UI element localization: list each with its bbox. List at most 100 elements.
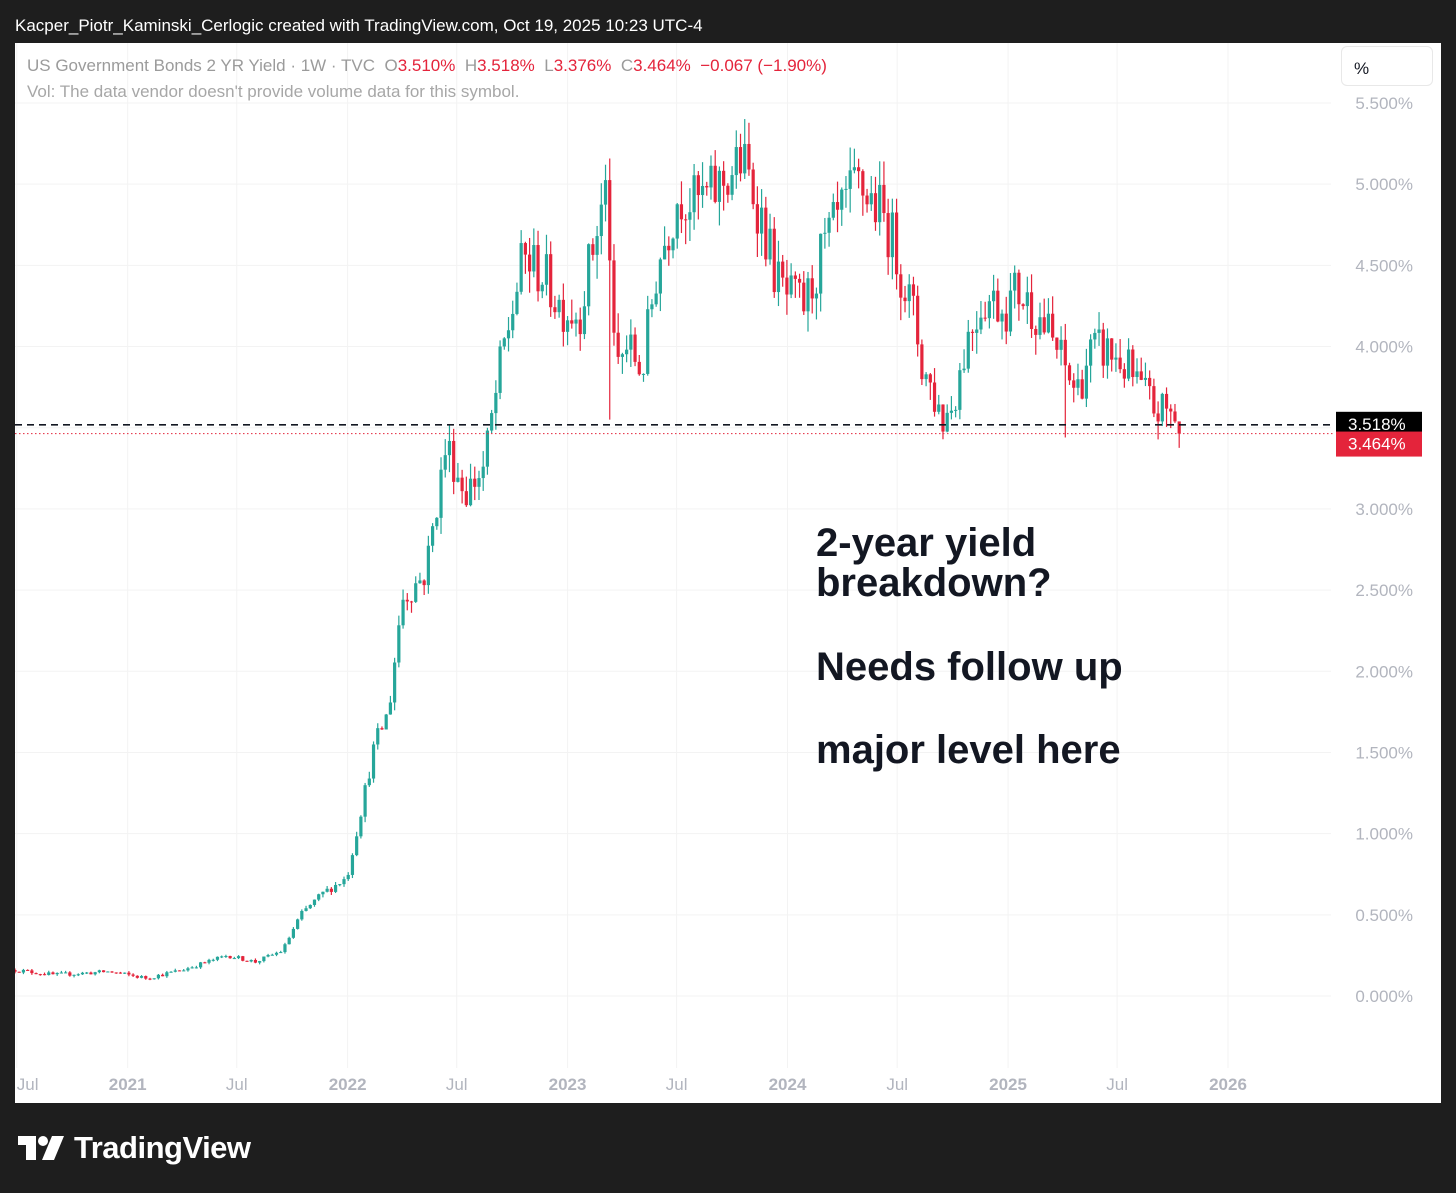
candle <box>270 953 274 956</box>
candle-body <box>574 319 578 324</box>
candle <box>599 183 603 255</box>
tradingview-brand[interactable]: TradingView <box>18 1130 251 1166</box>
candle-body <box>840 189 844 210</box>
y-tick-label: 1.000% <box>1355 825 1413 844</box>
candle-body <box>106 971 110 973</box>
candle <box>802 271 806 315</box>
candle-body <box>1025 292 1029 307</box>
candle <box>899 264 903 321</box>
candle-body <box>194 967 198 969</box>
candle <box>274 951 279 957</box>
candle-body <box>224 955 228 957</box>
candle <box>1046 298 1051 334</box>
price-chart[interactable]: 0.000% 0.500% 1.000% 1.500% 2.000% 2.500% 3.00… <box>15 43 1441 1103</box>
candle <box>1160 392 1164 427</box>
candle <box>1152 378 1156 418</box>
candle-body <box>258 961 262 963</box>
candle <box>658 257 662 312</box>
candle <box>679 181 684 234</box>
candle <box>1076 363 1080 396</box>
candle <box>857 158 861 189</box>
candle-body <box>26 969 30 971</box>
candle-body <box>671 238 675 251</box>
candle-body <box>705 185 709 188</box>
candle-body <box>203 962 207 964</box>
candle <box>1156 401 1160 440</box>
candle-body <box>852 167 856 171</box>
candle <box>1084 348 1088 408</box>
candle <box>350 853 355 879</box>
candle <box>882 161 886 222</box>
candle-body <box>759 207 764 234</box>
candle-body <box>270 954 274 956</box>
candle-body <box>498 346 502 393</box>
candle-body <box>279 952 283 954</box>
candle-body <box>662 245 667 260</box>
candle <box>17 971 21 973</box>
candle <box>367 771 371 787</box>
candle-body <box>68 972 72 976</box>
candle <box>806 271 810 332</box>
candle <box>186 966 190 972</box>
y-tick-label: 0.000% <box>1355 987 1413 1006</box>
candles-group <box>15 119 1181 981</box>
candle <box>1067 362 1072 385</box>
candle <box>747 122 751 176</box>
candle <box>861 169 865 216</box>
candle <box>954 406 958 418</box>
candle <box>287 936 291 945</box>
candle <box>578 307 582 351</box>
candle-body <box>772 228 776 293</box>
candle-body <box>139 976 144 978</box>
candle-body <box>966 331 970 369</box>
candle-body <box>110 971 114 973</box>
candle-body <box>494 392 498 414</box>
candle <box>743 119 747 179</box>
x-tick-label: Jul <box>17 1075 39 1094</box>
candle-body <box>34 973 38 975</box>
candle-body <box>376 728 380 745</box>
candle-body <box>312 899 317 905</box>
candle-body <box>979 317 983 330</box>
x-tick-label: Jul <box>226 1075 248 1094</box>
candle-body <box>232 958 236 960</box>
candle <box>776 240 781 307</box>
candle-body <box>51 972 55 975</box>
candle <box>405 593 409 611</box>
percent-scale-button[interactable]: % <box>1341 46 1433 86</box>
x-tick-label: Jul <box>1106 1075 1128 1094</box>
candle <box>34 972 38 975</box>
candle-body <box>228 955 232 959</box>
candle <box>700 162 705 208</box>
open-value: 3.510% <box>397 56 456 75</box>
candle-body <box>144 976 148 979</box>
candle-body <box>186 968 190 971</box>
candle-body <box>388 702 393 715</box>
candle <box>85 971 89 975</box>
candle-body <box>245 960 249 962</box>
candle <box>89 971 93 975</box>
candle-body <box>473 478 477 487</box>
candle-body <box>85 972 89 974</box>
y-tick-label: 3.000% <box>1355 500 1413 519</box>
candle <box>1110 338 1114 372</box>
candle-body <box>1126 349 1131 379</box>
candle-body <box>342 879 346 885</box>
candle-body <box>709 165 713 188</box>
candle <box>1101 322 1105 378</box>
candle-body <box>1139 371 1143 380</box>
chart-pane[interactable]: 0.000% 0.500% 1.000% 1.500% 2.000% 2.500% 3.00… <box>15 43 1441 1103</box>
candle-body <box>80 972 85 975</box>
candle-body <box>1059 339 1063 350</box>
candle <box>637 354 641 376</box>
candle <box>840 187 844 226</box>
y-tick-label: 2.500% <box>1355 581 1413 600</box>
close-value: 3.464% <box>633 56 691 75</box>
candle-body <box>393 662 397 703</box>
candle-body <box>1177 421 1181 434</box>
candle-body <box>1000 313 1004 322</box>
candle <box>1038 302 1042 340</box>
candle <box>481 451 485 491</box>
candle-body <box>1038 317 1042 335</box>
candle-body <box>595 236 599 255</box>
